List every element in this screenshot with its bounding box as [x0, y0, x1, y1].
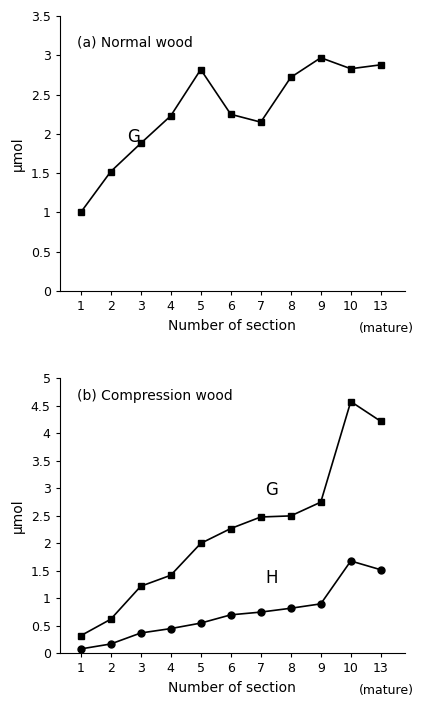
Text: (mature): (mature)	[359, 321, 414, 335]
Text: (mature): (mature)	[359, 684, 414, 697]
Y-axis label: μmol: μmol	[11, 136, 25, 171]
Y-axis label: μmol: μmol	[11, 498, 25, 533]
Text: (b) Compression wood: (b) Compression wood	[77, 389, 233, 404]
X-axis label: Number of section: Number of section	[168, 681, 296, 695]
Text: (a) Normal wood: (a) Normal wood	[77, 35, 193, 50]
X-axis label: Number of section: Number of section	[168, 319, 296, 333]
Text: H: H	[265, 569, 278, 587]
Text: G: G	[265, 481, 278, 499]
Text: G: G	[127, 127, 140, 146]
